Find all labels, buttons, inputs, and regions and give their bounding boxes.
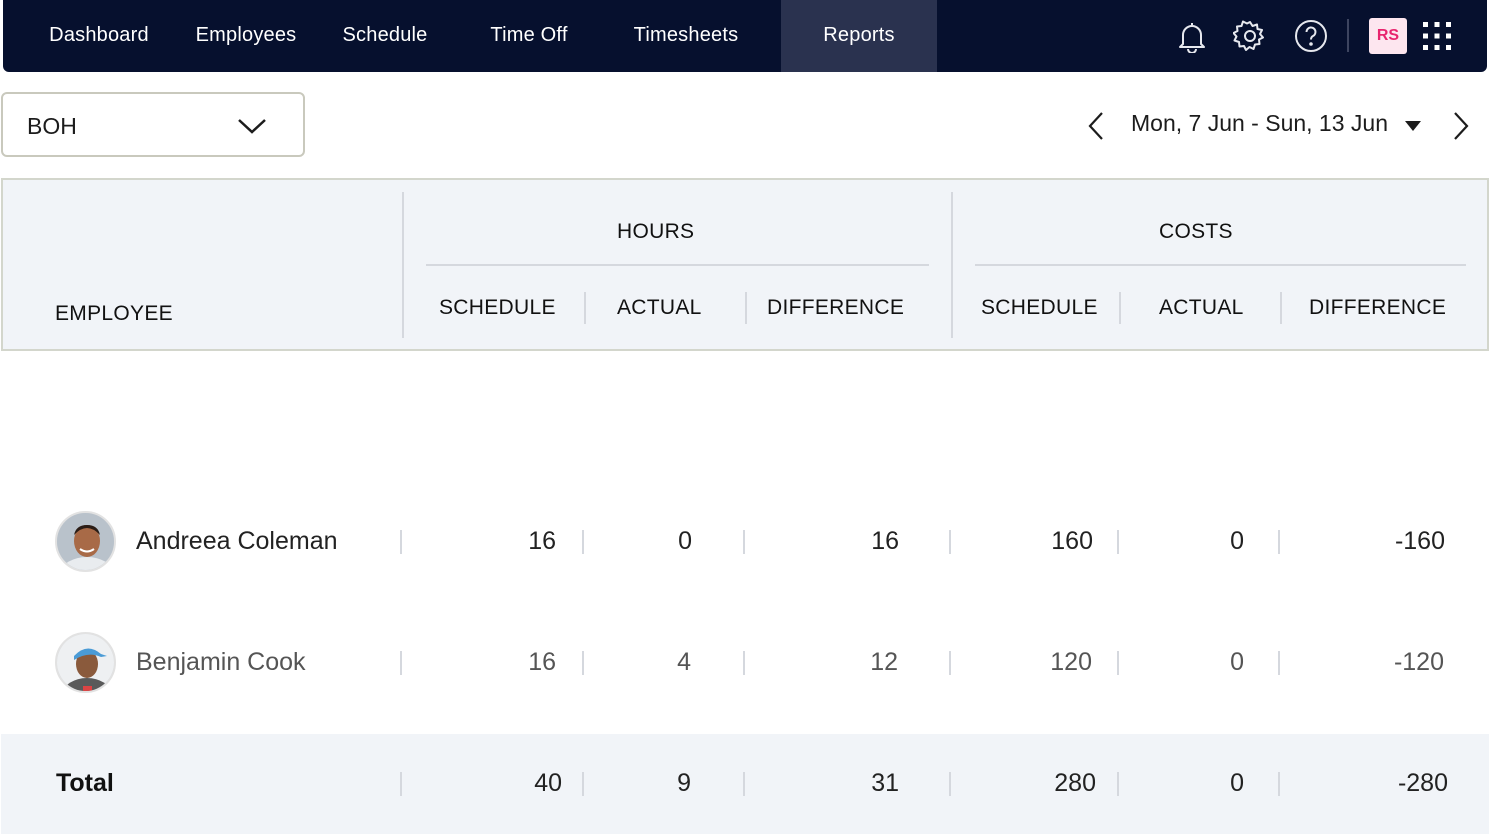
nav-time-off[interactable]: Time Off [490, 24, 568, 46]
table-row[interactable]: Andreea Coleman 16 0 16 160 0 -160 [1, 492, 1489, 592]
hours-difference-header[interactable]: DIFFERENCE [767, 296, 905, 319]
header-divider [584, 292, 586, 324]
hours-underline [426, 264, 929, 266]
costs-difference-cell: -160 [1394, 527, 1445, 555]
total-hours-difference: 31 [871, 769, 899, 797]
header-divider [745, 292, 747, 324]
header-divider [1280, 292, 1282, 324]
avatar [55, 632, 116, 693]
costs-schedule-cell: 160 [1051, 527, 1093, 555]
total-costs-actual: 0 [1230, 769, 1244, 797]
nav-schedule[interactable]: Schedule [342, 24, 428, 46]
table-row[interactable]: Benjamin Cook 16 4 12 120 0 -120 [1, 613, 1489, 713]
costs-difference-header[interactable]: DIFFERENCE [1309, 296, 1447, 319]
department-select[interactable]: BOH [1, 92, 305, 157]
hours-difference-cell: 16 [871, 527, 899, 555]
hours-schedule-cell: 16 [528, 648, 556, 676]
caret-down-icon[interactable] [1404, 119, 1422, 137]
hours-group-header: HOURS [617, 220, 695, 243]
hours-actual-cell: 0 [678, 527, 692, 555]
costs-schedule-cell: 120 [1050, 648, 1092, 676]
avatar [55, 511, 116, 572]
nav-divider [1347, 19, 1349, 52]
hours-actual-header[interactable]: ACTUAL [617, 296, 702, 319]
bell-icon[interactable] [1174, 18, 1210, 54]
gear-icon[interactable] [1232, 18, 1268, 54]
nav-employees[interactable]: Employees [195, 24, 297, 46]
costs-actual-header[interactable]: ACTUAL [1159, 296, 1244, 319]
header-divider [402, 192, 404, 338]
chevron-down-icon [237, 116, 267, 141]
user-avatar[interactable]: RS [1369, 18, 1407, 54]
top-nav: Dashboard Employees Schedule Time Off Ti… [3, 0, 1487, 72]
costs-actual-cell: 0 [1230, 527, 1244, 555]
date-range[interactable]: Mon, 7 Jun - Sun, 13 Jun [1131, 110, 1388, 136]
header-divider [1119, 292, 1121, 324]
total-costs-difference: -280 [1397, 769, 1448, 797]
employee-name[interactable]: Andreea Coleman [136, 527, 338, 555]
employee-name[interactable]: Benjamin Cook [136, 648, 306, 676]
costs-group-header: COSTS [1159, 220, 1233, 243]
costs-schedule-header[interactable]: SCHEDULE [981, 296, 1098, 319]
header-divider [951, 192, 953, 338]
employee-column-header[interactable]: EMPLOYEE [55, 302, 173, 325]
previous-week-button[interactable] [1081, 110, 1111, 142]
hours-schedule-cell: 16 [528, 527, 556, 555]
total-hours-actual: 9 [677, 769, 691, 797]
costs-difference-cell: -120 [1393, 648, 1444, 676]
hours-difference-cell: 12 [870, 648, 898, 676]
nav-dashboard[interactable]: Dashboard [49, 24, 149, 46]
total-label: Total [56, 769, 114, 797]
total-costs-schedule: 280 [1054, 769, 1096, 797]
next-week-button[interactable] [1446, 110, 1476, 142]
department-value: BOH [27, 113, 77, 139]
nav-reports[interactable]: Reports [781, 0, 937, 72]
nav-timesheets[interactable]: Timesheets [633, 24, 739, 46]
table-header: EMPLOYEE HOURS COSTS SCHEDULE ACTUAL DIF… [1, 178, 1489, 351]
hours-schedule-header[interactable]: SCHEDULE [439, 296, 556, 319]
hours-actual-cell: 4 [677, 648, 691, 676]
apps-grid-icon[interactable] [1419, 18, 1455, 54]
total-row: Total 40 9 31 280 0 -280 [1, 734, 1489, 834]
costs-actual-cell: 0 [1230, 648, 1244, 676]
total-hours-schedule: 40 [534, 769, 562, 797]
costs-underline [975, 264, 1466, 266]
help-icon[interactable] [1293, 18, 1329, 54]
